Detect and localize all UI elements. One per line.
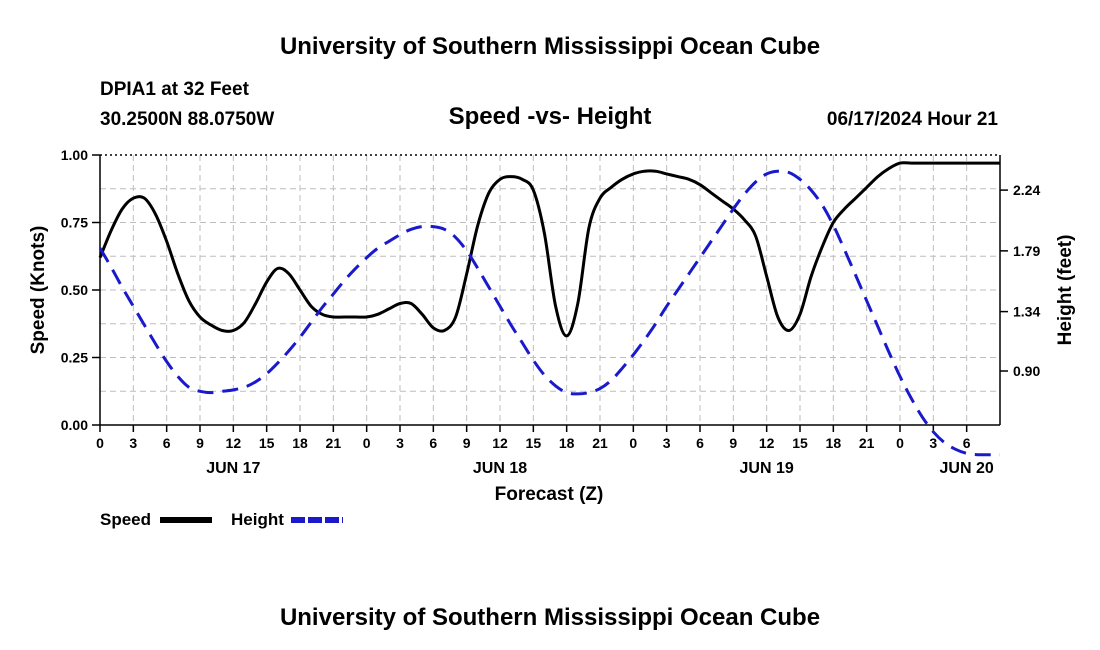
x-tick-label: 0 — [96, 435, 104, 451]
x-tick-label: 6 — [696, 435, 704, 451]
x-tick-label: 9 — [729, 435, 737, 451]
x-tick-label: 15 — [792, 435, 808, 451]
series-layer — [98, 161, 1000, 457]
y-tick-label: 0.75 — [61, 215, 88, 231]
y-tick-label: 1.00 — [61, 147, 88, 163]
coords-label: 30.2500N 88.0750W — [100, 109, 274, 130]
y-tick-label: 0.50 — [61, 282, 88, 298]
date-label: JUN 20 — [940, 460, 994, 477]
series-line-speed — [98, 161, 1000, 338]
legend-height-label: Height — [231, 510, 284, 529]
x-tick-label: 12 — [759, 435, 775, 451]
x-tick-label: 0 — [896, 435, 904, 451]
x-tick-label: 21 — [592, 435, 608, 451]
x-tick-label: 21 — [326, 435, 342, 451]
legend: Speed Height — [100, 510, 343, 529]
y-tick-label: 0.25 — [61, 350, 88, 366]
date-label: JUN 19 — [740, 460, 794, 477]
grid — [100, 155, 1000, 425]
x-tick-label: 15 — [259, 435, 275, 451]
x-tick-label: 18 — [559, 435, 575, 451]
x-tick-label: 21 — [859, 435, 875, 451]
x-tick-label: 0 — [629, 435, 637, 451]
x-tick-label: 3 — [929, 435, 937, 451]
datetime-label: 06/17/2024 Hour 21 — [827, 109, 999, 130]
date-label: JUN 18 — [473, 460, 527, 477]
axes: 0.00 0.25 0.50 0.75 1.00 0.90 1.34 1.79 2.24 0 3 6 9… — [61, 147, 1041, 477]
y2-tick-label: 1.34 — [1013, 304, 1040, 320]
station-label: DPIA1 at 32 Feet — [100, 79, 250, 100]
chart-title: Speed -vs- Height — [449, 103, 652, 130]
x-tick-label: 0 — [363, 435, 371, 451]
date-label: JUN 17 — [206, 460, 260, 477]
legend-speed-label: Speed — [100, 510, 151, 529]
y2-tick-label: 2.24 — [1013, 182, 1040, 198]
x-tick-label: 15 — [526, 435, 542, 451]
x-tick-label: 6 — [163, 435, 171, 451]
y-axis-label: Speed (Knots) — [28, 226, 49, 355]
x-tick-label: 18 — [826, 435, 842, 451]
x-tick-label: 3 — [129, 435, 137, 451]
y2-tick-label: 0.90 — [1013, 363, 1040, 379]
x-tick-label: 18 — [292, 435, 308, 451]
x-tick-label: 12 — [226, 435, 242, 451]
y2-axis-label: Height (feet) — [1055, 235, 1076, 346]
page-title: University of Southern Mississippi Ocean… — [280, 33, 820, 60]
x-tick-label: 6 — [963, 435, 971, 451]
x-tick-label: 6 — [429, 435, 437, 451]
x-tick-label: 3 — [663, 435, 671, 451]
x-tick-label: 12 — [492, 435, 508, 451]
y-tick-label: 0.00 — [61, 417, 88, 433]
footer-title: University of Southern Mississippi Ocean… — [280, 604, 820, 631]
x-tick-label: 9 — [196, 435, 204, 451]
series-line-height — [98, 169, 1000, 457]
x-tick-label: 3 — [396, 435, 404, 451]
x-axis-label: Forecast (Z) — [495, 484, 604, 505]
y2-tick-label: 1.79 — [1013, 243, 1040, 259]
x-tick-label: 9 — [463, 435, 471, 451]
